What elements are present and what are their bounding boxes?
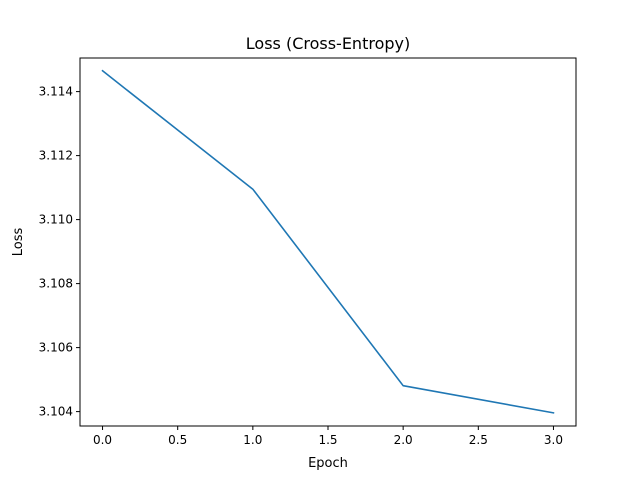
x-tick-label: 1.5 [318,433,337,447]
x-axis-label: Epoch [308,456,348,471]
x-tick-label: 2.5 [469,433,488,447]
x-axis-ticks: 0.0 0.5 1.0 1.5 2.0 2.5 3.0 [93,426,563,447]
y-tick-label: 3.104 [39,405,73,419]
x-tick-label: 1.0 [243,433,262,447]
y-tick-label: 3.108 [39,277,73,291]
loss-series-line [101,69,555,414]
y-axis-ticks: 3.104 3.106 3.108 3.110 3.112 3.114 [39,85,80,419]
chart-title: Loss (Cross-Entropy) [246,34,410,53]
y-axis-label: Loss [11,228,26,257]
y-tick-label: 3.106 [39,341,73,355]
x-tick-label: 0.0 [93,433,112,447]
series-layer [101,69,555,414]
x-tick-label: 0.5 [168,433,187,447]
plot-area-frame [79,57,577,427]
x-tick-label: 2.0 [394,433,413,447]
y-tick-label: 3.114 [39,85,73,99]
y-tick-label: 3.110 [39,213,73,227]
y-tick-label: 3.112 [39,149,73,163]
x-tick-label: 3.0 [544,433,563,447]
